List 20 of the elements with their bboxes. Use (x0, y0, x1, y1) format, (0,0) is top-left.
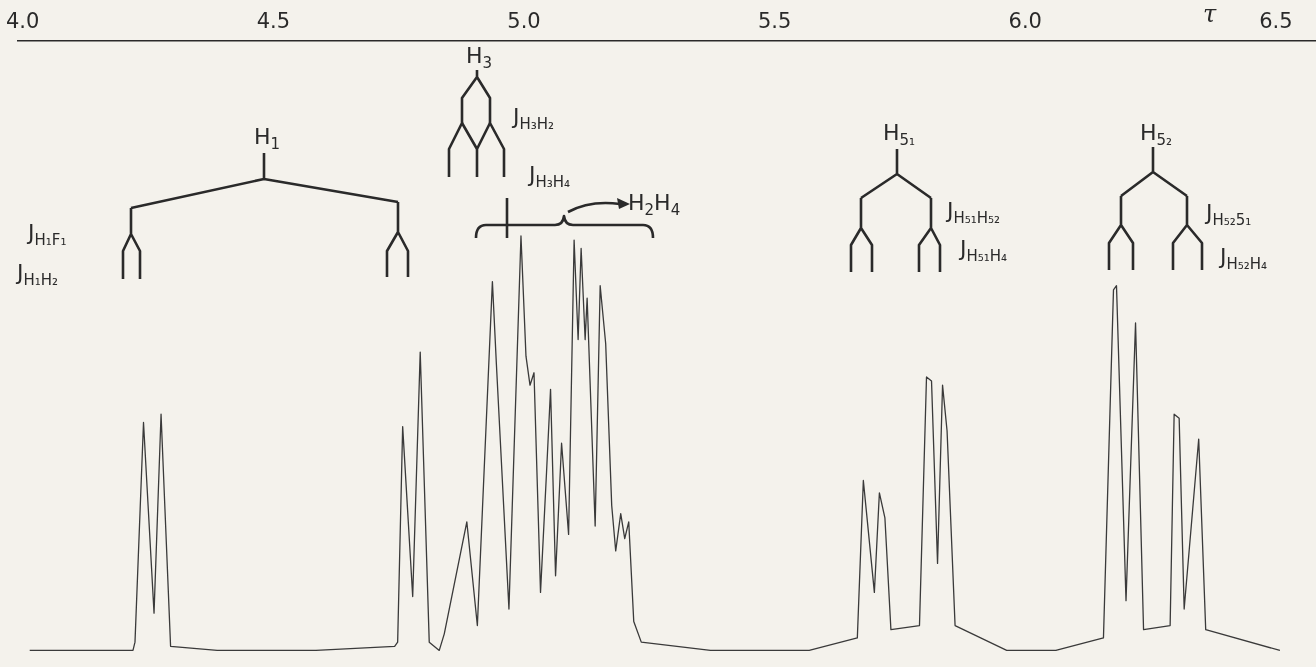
text: J$_{H₃H₄}$ (529, 162, 571, 192)
annotation: J$_{H₅₂H₄}$ (1220, 244, 1268, 274)
text: H$_{1}$ (254, 124, 281, 154)
text: H$_{3}$ (466, 43, 493, 73)
text: H$_{5₁}$ (883, 120, 916, 150)
text: H$_{5₂}$ (1140, 120, 1173, 150)
x-tick-label: 4.0 (6, 9, 40, 34)
x-tick-label: 6.0 (1008, 9, 1042, 34)
x-tick-label: 5.5 (757, 9, 792, 34)
text: J$_{H₃H₂}$ (513, 104, 555, 134)
annotation: J$_{H₁H₂}$ (17, 260, 59, 290)
annotation: J$_{H₁F₁}$ (28, 220, 67, 250)
text: H$_{2}$H$_{4}$ (628, 190, 681, 220)
annotation: J$_{H₅₁H₄}$ (960, 236, 1008, 266)
text: J$_{H₅₁H₅₂}$ (947, 198, 1001, 228)
x-axis-title: τ (1203, 0, 1217, 28)
x-tick-label: 5.0 (507, 9, 541, 34)
x-tick-label: 6.5 (1259, 9, 1293, 34)
x-tick-label: 4.5 (256, 9, 291, 34)
text: J$_{H₅₂5₁}$ (1206, 200, 1252, 230)
